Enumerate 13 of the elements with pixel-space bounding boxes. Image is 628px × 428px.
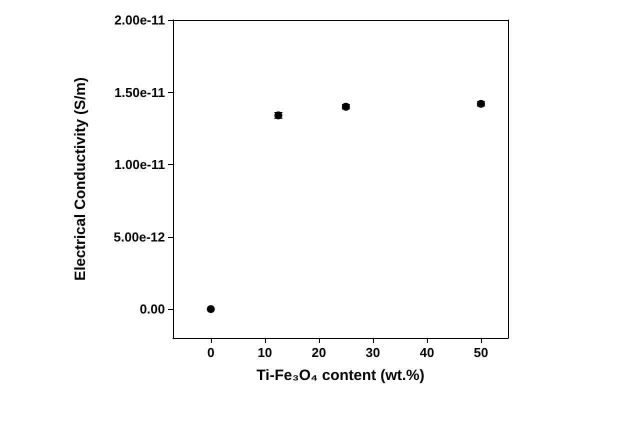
- x-tick-label: 0: [207, 345, 214, 360]
- y-tick-label: 5.00e-12: [114, 229, 165, 244]
- x-tick-label: 50: [474, 345, 488, 360]
- x-tick-label: 30: [366, 345, 380, 360]
- x-tick-label: 20: [312, 345, 326, 360]
- y-tick-label: 1.00e-11: [114, 157, 165, 172]
- x-tick-label: 10: [258, 345, 272, 360]
- y-axis-title: Electrical Conductivity (S/m): [72, 77, 89, 281]
- y-tick-label: 0.00: [140, 302, 165, 317]
- y-tick-label: 1.50e-11: [114, 84, 165, 100]
- x-axis-title: Ti-Fe₃O₄ content (wt.%): [256, 367, 424, 384]
- y-tick-label: 2.00e-11: [114, 12, 165, 28]
- x-tick-label: 40: [420, 345, 434, 360]
